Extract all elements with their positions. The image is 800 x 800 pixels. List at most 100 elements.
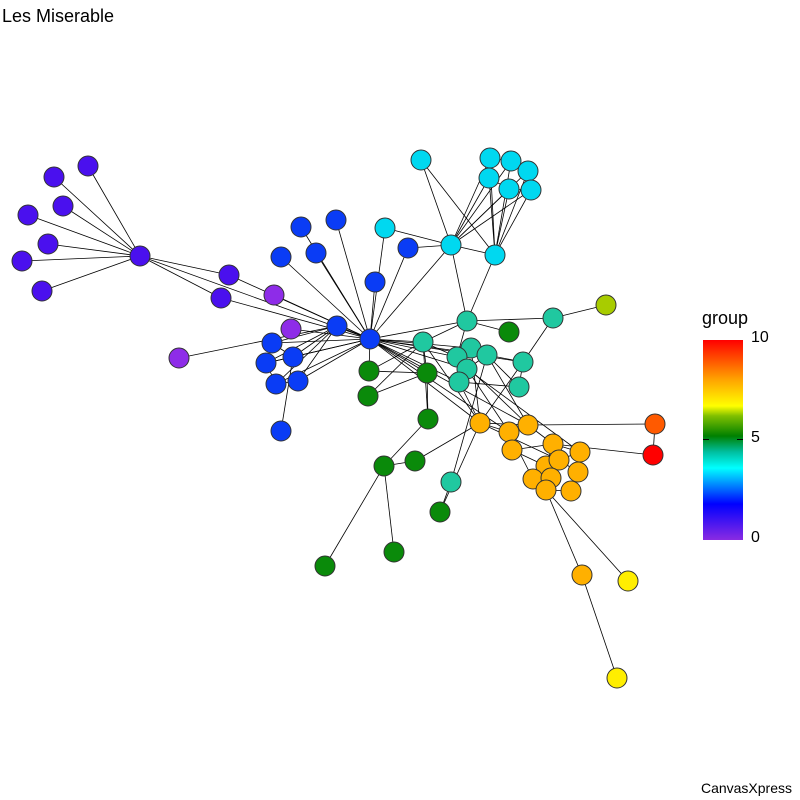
- network-node[interactable]: [498, 178, 520, 200]
- network-node[interactable]: [305, 242, 327, 264]
- network-node[interactable]: [255, 352, 277, 374]
- network-node[interactable]: [478, 167, 500, 189]
- network-edge: [139, 255, 230, 276]
- network-edge: [450, 160, 512, 246]
- network-node[interactable]: [261, 332, 283, 354]
- network-node[interactable]: [567, 461, 589, 483]
- network-node[interactable]: [569, 441, 591, 463]
- network-node[interactable]: [314, 555, 336, 577]
- network-node[interactable]: [595, 294, 617, 316]
- network-edge: [21, 255, 141, 262]
- network-edge: [466, 317, 554, 322]
- network-edge: [62, 205, 141, 257]
- network-node[interactable]: [416, 362, 438, 384]
- network-edge: [420, 159, 496, 256]
- network-edge: [488, 177, 496, 256]
- network-node[interactable]: [448, 371, 470, 393]
- network-node[interactable]: [520, 179, 542, 201]
- network-node[interactable]: [325, 209, 347, 231]
- network-edge: [466, 368, 510, 433]
- network-edge: [369, 338, 428, 374]
- network-node[interactable]: [210, 287, 232, 309]
- network-node[interactable]: [476, 344, 498, 366]
- network-node[interactable]: [644, 413, 666, 435]
- network-node[interactable]: [326, 315, 348, 337]
- network-node[interactable]: [358, 360, 380, 382]
- network-node[interactable]: [498, 421, 520, 443]
- network-node[interactable]: [606, 667, 628, 689]
- network-edge: [280, 356, 294, 432]
- network-edge: [369, 244, 452, 340]
- network-node[interactable]: [456, 310, 478, 332]
- network-edge: [581, 574, 618, 679]
- network-node[interactable]: [410, 149, 432, 171]
- network-edge: [367, 372, 428, 397]
- network-node[interactable]: [642, 444, 664, 466]
- network-edge: [369, 338, 524, 363]
- network-node[interactable]: [440, 471, 462, 493]
- network-edge: [335, 219, 371, 340]
- network-node[interactable]: [17, 204, 39, 226]
- network-node[interactable]: [280, 318, 302, 340]
- network-node[interactable]: [517, 160, 539, 182]
- legend-title: group: [702, 308, 749, 328]
- network-edge: [420, 159, 452, 246]
- network-node[interactable]: [440, 234, 462, 256]
- network-node[interactable]: [500, 150, 522, 172]
- network-node[interactable]: [265, 373, 287, 395]
- network-node[interactable]: [374, 217, 396, 239]
- network-node[interactable]: [404, 450, 426, 472]
- network-node[interactable]: [517, 414, 539, 436]
- legend-color-scale: [703, 340, 743, 540]
- network-node[interactable]: [397, 237, 419, 259]
- network-edge: [494, 188, 510, 256]
- legend-mid-label: 5: [751, 429, 760, 446]
- network-node[interactable]: [542, 307, 564, 329]
- network-node[interactable]: [373, 455, 395, 477]
- footer-brand: CanvasXpress: [700, 780, 792, 796]
- network-node[interactable]: [52, 195, 74, 217]
- network-node[interactable]: [357, 385, 379, 407]
- network-edge: [47, 243, 141, 257]
- network-node[interactable]: [270, 420, 292, 442]
- network-node[interactable]: [512, 351, 534, 373]
- network-node[interactable]: [479, 147, 501, 169]
- network-node[interactable]: [218, 264, 240, 286]
- network-node[interactable]: [359, 328, 381, 350]
- chart-title: Les Miserable: [2, 6, 115, 26]
- network-node[interactable]: [270, 246, 292, 268]
- network-node[interactable]: [417, 408, 439, 430]
- network-node[interactable]: [287, 370, 309, 392]
- network-node[interactable]: [412, 331, 434, 353]
- network-node[interactable]: [168, 347, 190, 369]
- network-node[interactable]: [383, 541, 405, 563]
- network-edge: [275, 325, 338, 385]
- network-node[interactable]: [571, 564, 593, 586]
- network-node[interactable]: [617, 570, 639, 592]
- network-edge: [324, 465, 385, 567]
- network-node[interactable]: [37, 233, 59, 255]
- network-node[interactable]: [11, 250, 33, 272]
- network-node[interactable]: [548, 449, 570, 471]
- network-edge: [545, 489, 629, 582]
- network-node[interactable]: [43, 166, 65, 188]
- network-node[interactable]: [263, 284, 285, 306]
- network-node[interactable]: [498, 321, 520, 343]
- network-node[interactable]: [484, 244, 506, 266]
- network-node[interactable]: [282, 346, 304, 368]
- network-node[interactable]: [290, 216, 312, 238]
- network-edge: [439, 422, 481, 513]
- network-node[interactable]: [364, 271, 386, 293]
- network-node[interactable]: [560, 480, 582, 502]
- network-node[interactable]: [469, 412, 491, 434]
- network-node[interactable]: [501, 439, 523, 461]
- network-node[interactable]: [129, 245, 151, 267]
- network-edge: [369, 338, 458, 358]
- network-node[interactable]: [31, 280, 53, 302]
- network-edge: [369, 320, 468, 340]
- network-node[interactable]: [508, 376, 530, 398]
- network-node[interactable]: [77, 155, 99, 177]
- network-node[interactable]: [429, 501, 451, 523]
- network-node[interactable]: [535, 479, 557, 501]
- network-edge: [479, 361, 524, 424]
